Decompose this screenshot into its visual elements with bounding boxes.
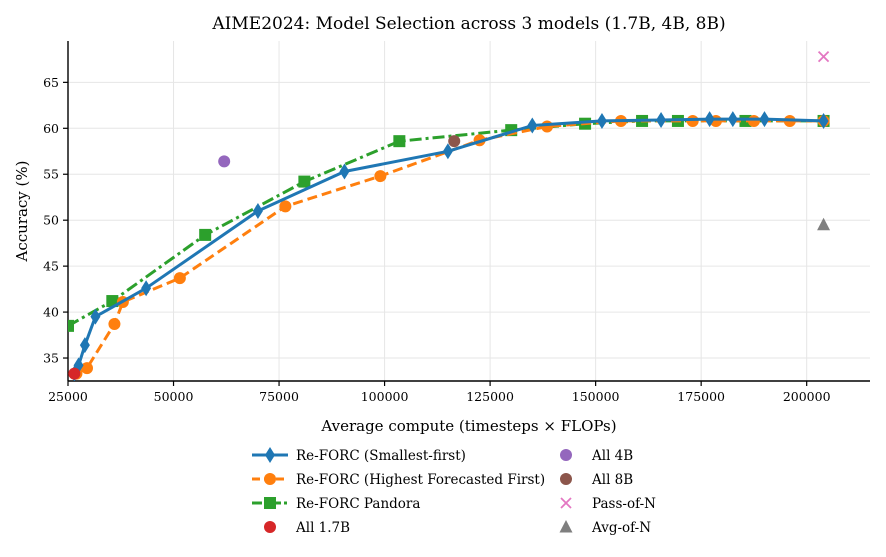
data-point (393, 135, 406, 148)
x-stroke (817, 50, 830, 63)
x-axis-label: Average compute (timesteps × FLOPs) (320, 417, 616, 435)
legend: Re-FORC (Smallest-first) Re-FORC (Highest… (252, 447, 656, 536)
series (68, 50, 831, 381)
data-point (374, 170, 387, 183)
legend-label: Pass-of-N (592, 496, 656, 512)
y-axis-label: Accuracy (%) (13, 160, 31, 262)
y-tick-label: 40 (43, 305, 59, 320)
x-tick-label: 150000 (572, 389, 620, 404)
data-point (279, 200, 292, 213)
data-point (818, 112, 829, 129)
data-point (252, 203, 263, 219)
legend-entry: Re-FORC (Smallest-first) (252, 447, 466, 464)
y-tick-label: 60 (43, 121, 59, 136)
data-point (442, 143, 453, 160)
y-tick-label: 55 (43, 167, 59, 182)
legend-entry: Re-FORC Pandora (252, 496, 420, 512)
series-diamond (69, 111, 829, 381)
legend-entry: All 4B (560, 448, 633, 464)
data-point (656, 112, 667, 129)
data-point (339, 163, 350, 180)
data-point (199, 228, 212, 241)
legend-entry: Avg-of-N (559, 520, 651, 536)
legend-label: Re-FORC (Smallest-first) (296, 448, 466, 464)
chart-title: AIME2024: Model Selection across 3 model… (211, 14, 725, 34)
legend-label: All 1.7B (295, 520, 350, 536)
data-point (727, 111, 738, 128)
y-tick-label: 45 (43, 259, 59, 274)
y-tick-label: 65 (43, 75, 59, 90)
data-point (68, 319, 74, 332)
axes (67, 41, 870, 382)
data-point (141, 280, 152, 297)
point-marker (448, 135, 461, 148)
data-point (173, 272, 186, 285)
data-point (704, 111, 715, 128)
data-point (541, 120, 554, 133)
data-point (298, 175, 311, 188)
data-point (79, 337, 90, 354)
legend-marker (560, 497, 572, 509)
legend-label: All 8B (591, 472, 633, 488)
data-point (527, 117, 538, 134)
point-marker (218, 155, 231, 168)
data-point (90, 308, 101, 325)
legend-label: Re-FORC (Highest Forecasted First) (296, 472, 545, 488)
legend-marker (264, 497, 276, 509)
y-tick-label: 50 (43, 213, 59, 228)
x-tick-label: 125000 (466, 389, 514, 404)
point-marker (817, 50, 830, 63)
legend-entry: All 1.7B (264, 520, 350, 536)
ticks: 25000 50000 75000 100000 125000 150000 175000 2… (43, 75, 830, 404)
x-tick-label: 100000 (361, 389, 409, 404)
data-point (596, 112, 607, 129)
x-tick-label: 175000 (677, 389, 725, 404)
legend-entry: Pass-of-N (560, 496, 656, 512)
legend-label: Re-FORC Pandora (296, 496, 420, 512)
data-point (747, 114, 760, 127)
legend-marker (265, 447, 275, 463)
point-marker (817, 217, 831, 231)
legend-marker (264, 521, 276, 533)
grid (67, 41, 870, 381)
x-tick-label: 75000 (259, 389, 299, 404)
y-tick-label: 35 (43, 351, 59, 366)
legend-label: Avg-of-N (591, 520, 651, 536)
legend-entry: Re-FORC (Highest Forecasted First) (252, 472, 545, 488)
x-tick-label: 25000 (48, 389, 88, 404)
data-point (108, 318, 121, 331)
x-tick-label: 200000 (783, 389, 831, 404)
data-point (80, 362, 93, 375)
legend-label: All 4B (591, 448, 633, 464)
legend-entry: All 8B (560, 472, 633, 488)
legend-marker (560, 473, 572, 485)
legend-marker (559, 520, 573, 533)
legend-marker (560, 449, 572, 461)
x-stroke (560, 497, 572, 509)
data-point (759, 111, 770, 128)
point-marker (68, 367, 81, 380)
legend-marker (264, 473, 276, 485)
x-tick-label: 50000 (154, 389, 194, 404)
